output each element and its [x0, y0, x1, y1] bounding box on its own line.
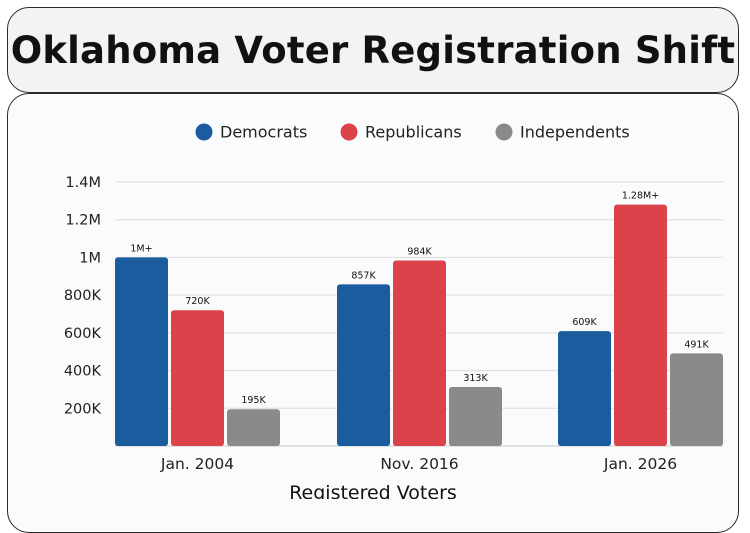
bar-democrats-0: [115, 257, 168, 446]
x-tick-label: Jan. 2004: [160, 455, 234, 473]
legend-swatch-democrats: [195, 123, 213, 141]
x-tick-label: Nov. 2016: [380, 455, 458, 473]
y-tick-label: 400K: [64, 364, 102, 380]
y-tick-label: 1.2M: [65, 213, 101, 229]
legend-label-independents: Independents: [520, 123, 630, 142]
y-axis: 200K 400K 600K 800K 1M 1.2M 1.4M: [64, 175, 102, 417]
data-label: 609K: [572, 317, 597, 328]
data-label: 313K: [463, 373, 488, 384]
y-tick-label: 1.4M: [65, 175, 101, 191]
data-label: 195K: [241, 395, 266, 406]
bars: 1M+ 720K 195K 857K 984K 313K 609K 1.28M+ 491K: [115, 191, 723, 446]
legend-swatch-republicans: [340, 123, 358, 141]
bar-independents-0: [227, 409, 280, 446]
data-label: 1M+: [130, 243, 152, 254]
legend-label-republicans: Republicans: [365, 123, 462, 142]
legend-swatch-independents: [495, 123, 513, 141]
bar-democrats-2: [558, 331, 611, 446]
y-tick-label: 600K: [64, 326, 102, 342]
y-tick-label: 200K: [64, 401, 102, 417]
data-label: 720K: [185, 296, 210, 307]
title-banner: Oklahoma Voter Registration Shift: [7, 7, 739, 93]
data-label: 984K: [407, 246, 432, 257]
page-title: Oklahoma Voter Registration Shift: [10, 28, 736, 72]
bar-republicans-2: [614, 204, 667, 446]
legend: Democrats Republicans Independents: [195, 123, 630, 142]
bar-republicans-0: [171, 310, 224, 446]
x-tick-label: Jan. 2026: [603, 455, 677, 473]
bar-chart: 200K 400K 600K 800K 1M 1.2M 1.4M 1M+ 720K 195K 85…: [64, 123, 723, 499]
bar-republicans-1: [393, 260, 446, 446]
y-tick-label: 800K: [64, 288, 102, 304]
x-axis: Jan. 2004 Nov. 2016 Jan. 2026: [160, 455, 677, 473]
data-label: 1.28M+: [622, 191, 659, 202]
bar-democrats-1: [337, 284, 390, 446]
data-label: 491K: [684, 339, 709, 350]
x-axis-title: Registered Voters: [289, 482, 457, 499]
bar-independents-1: [449, 386, 502, 446]
data-label: 857K: [351, 270, 376, 281]
legend-label-democrats: Democrats: [220, 123, 307, 142]
bar-independents-2: [670, 353, 723, 446]
y-tick-label: 1M: [79, 250, 101, 266]
